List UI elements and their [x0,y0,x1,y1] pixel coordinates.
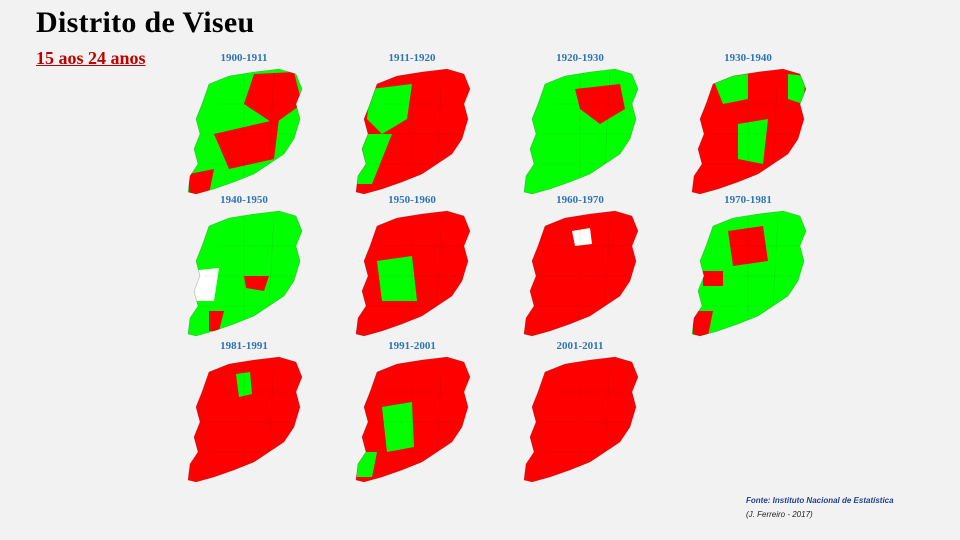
district-outline [187,68,303,195]
map-period-label: 1940-1950 [220,194,268,206]
municipal-borders [367,359,462,467]
municipal-borders [199,71,294,179]
district-map [523,68,639,195]
municipal-borders [535,71,630,179]
map-period-label: 1991-2001 [388,340,436,352]
map-region-decrease [728,226,768,266]
district-outline [523,356,639,483]
map-region-increase [236,372,252,397]
map-period-label: 1960-1970 [556,194,604,206]
district-map [355,356,471,483]
map-period-label: 1911-1920 [388,52,436,64]
municipal-borders [535,213,630,321]
district-outline [523,68,639,195]
map-region-decrease [244,72,302,124]
map-region-increase [377,256,417,301]
map-base-region [524,211,638,336]
map-base-region [524,69,638,194]
map-region-decrease [703,271,723,286]
map-panel-1930-1940: 1930-1940 [688,52,828,202]
map-region-increase [357,134,392,184]
municipal-borders [199,213,294,321]
district-map [355,68,471,195]
district-outline [355,210,471,337]
map-panel-1950-1960: 1950-1960 [352,194,492,344]
district-outline [355,356,471,483]
map-base-region [188,357,302,482]
map-panel-1981-1991: 1981-1991 [184,340,324,490]
map-period-label: 1920-1930 [556,52,604,64]
map-region-increase [738,119,768,164]
district-outline [523,210,639,337]
municipal-borders [367,71,462,179]
map-period-label: 1970-1981 [724,194,772,206]
map-region-no_data [572,228,592,246]
district-outline [691,68,807,195]
map-region-no_data [189,268,219,301]
municipal-borders [703,71,798,179]
map-panel-1940-1950: 1940-1950 [184,194,324,344]
map-region-increase [367,84,412,134]
map-panel-2001-2011: 2001-2011 [520,340,660,490]
map-period-label: 1930-1940 [724,52,772,64]
municipal-borders [199,359,294,467]
map-region-decrease [189,169,214,194]
map-panel-1900-1911: 1900-1911 [184,52,324,202]
district-map [187,68,303,195]
district-outline [187,210,303,337]
district-outline [355,68,471,195]
map-period-label: 1950-1960 [388,194,436,206]
map-period-label: 2001-2011 [556,340,604,352]
district-map [691,210,807,337]
map-panel-1920-1930: 1920-1930 [520,52,660,202]
source-note: Fonte: Instituto Nacional de Estatística [746,496,894,505]
district-map [355,210,471,337]
map-region-increase [788,74,806,104]
map-base-region [188,211,302,336]
municipal-borders [367,213,462,321]
map-base-region [692,211,806,336]
map-region-increase [382,402,414,452]
map-panel-1970-1981: 1970-1981 [688,194,828,344]
map-region-decrease [209,311,224,331]
map-base-region [524,357,638,482]
map-region-increase [713,74,748,104]
map-region-increase [357,452,377,477]
map-region-decrease [244,276,269,291]
district-map [187,210,303,337]
municipal-borders [535,359,630,467]
map-panel-1911-1920: 1911-1920 [352,52,492,202]
map-period-label: 1981-1991 [220,340,268,352]
district-outline [187,356,303,483]
map-region-decrease [693,311,713,336]
map-period-label: 1900-1911 [220,52,268,64]
credit-note: (J. Ferreiro - 2017) [746,510,813,519]
district-map [187,356,303,483]
map-panel-1991-2001: 1991-2001 [352,340,492,490]
municipal-borders [703,213,798,321]
page-subtitle: 15 aos 24 anos [36,48,146,68]
map-region-decrease [575,84,625,124]
district-map [523,210,639,337]
map-region-decrease [214,119,279,169]
page-title: Distrito de Viseu [36,6,255,39]
map-base-region [356,357,470,482]
district-map [523,356,639,483]
map-panel-1960-1970: 1960-1970 [520,194,660,344]
district-outline [691,210,807,337]
district-map [691,68,807,195]
